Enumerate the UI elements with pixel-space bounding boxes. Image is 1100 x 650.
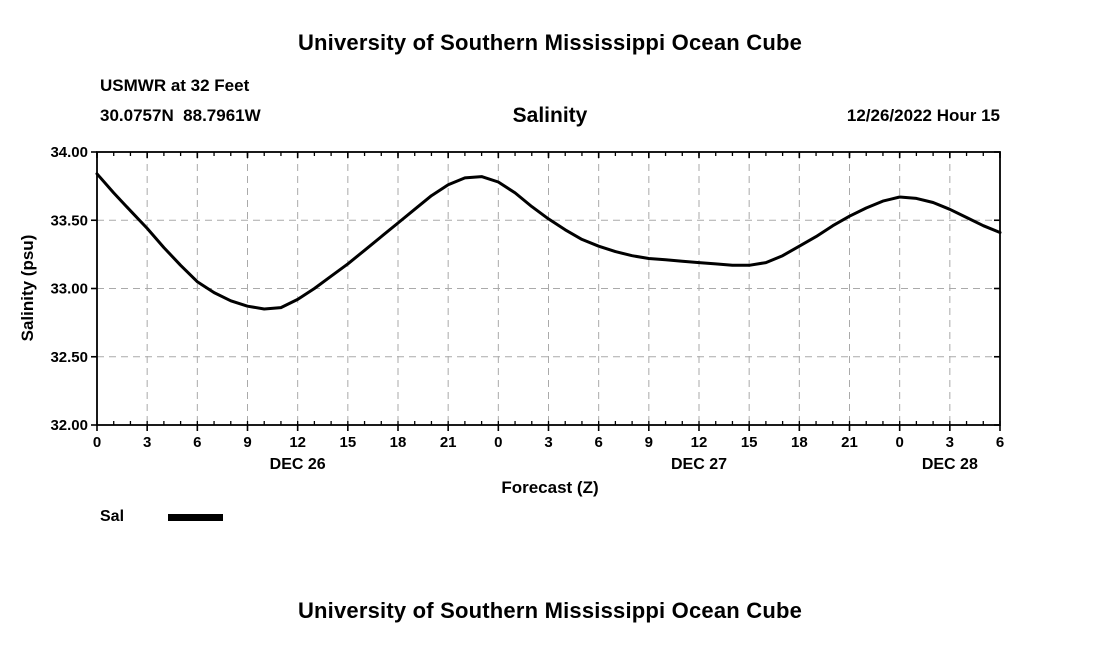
y-tick-label: 32.00 bbox=[50, 417, 88, 434]
x-tick-label: 0 bbox=[494, 434, 502, 451]
x-tick-label: 3 bbox=[143, 434, 151, 451]
y-tick-label: 32.50 bbox=[50, 349, 88, 366]
x-tick-label: 3 bbox=[544, 434, 552, 451]
x-tick-label: 15 bbox=[741, 434, 758, 451]
x-tick-label: 9 bbox=[645, 434, 653, 451]
chart-legend: Sal bbox=[100, 508, 224, 526]
station-label: USMWR at 32 Feet bbox=[100, 76, 250, 95]
date-label: DEC 28 bbox=[922, 456, 978, 473]
x-tick-label: 15 bbox=[339, 434, 356, 451]
date-label: DEC 26 bbox=[270, 456, 326, 473]
x-tick-label: 9 bbox=[243, 434, 251, 451]
y-tick-label: 33.50 bbox=[50, 212, 88, 229]
x-tick-label: 0 bbox=[895, 434, 903, 451]
x-tick-label: 6 bbox=[193, 434, 201, 451]
datetime-label: 12/26/2022 Hour 15 bbox=[846, 106, 1000, 125]
salinity-line-chart: 0 3 6 9 12 15 18 21 0 3 6 9 12 15 18 21 0 3 6 DEC 26 DEC 27 D… bbox=[50, 144, 1004, 473]
x-tick-label: 18 bbox=[390, 434, 407, 451]
legend-series-label: Sal bbox=[100, 508, 125, 525]
y-axis-title: Salinity (psu) bbox=[18, 234, 37, 342]
x-tick-label: 0 bbox=[93, 434, 101, 451]
x-tick-label: 12 bbox=[289, 434, 306, 451]
x-tick-label: 6 bbox=[996, 434, 1004, 451]
salinity-series-line bbox=[95, 172, 1002, 311]
x-axis-title: Forecast (Z) bbox=[501, 478, 599, 497]
x-tick-label: 3 bbox=[946, 434, 954, 451]
page-title: University of Southern Mississippi Ocean… bbox=[297, 30, 803, 55]
coordinates-label: 30.0757N 88.7961W bbox=[100, 106, 261, 125]
date-label: DEC 27 bbox=[671, 456, 727, 473]
plot-frame bbox=[96, 151, 1001, 426]
chart-title: Salinity bbox=[512, 104, 588, 127]
y-tick-label: 33.00 bbox=[50, 281, 88, 298]
x-tick-label: 6 bbox=[594, 434, 602, 451]
x-tick-label: 18 bbox=[791, 434, 808, 451]
x-tick-label: 21 bbox=[440, 434, 457, 451]
footer-title: University of Southern Mississippi Ocean… bbox=[297, 598, 803, 623]
x-tick-label: 21 bbox=[841, 434, 858, 451]
legend-line-swatch bbox=[168, 513, 224, 521]
y-tick-label: 34.00 bbox=[50, 144, 88, 161]
x-tick-label: 12 bbox=[691, 434, 708, 451]
